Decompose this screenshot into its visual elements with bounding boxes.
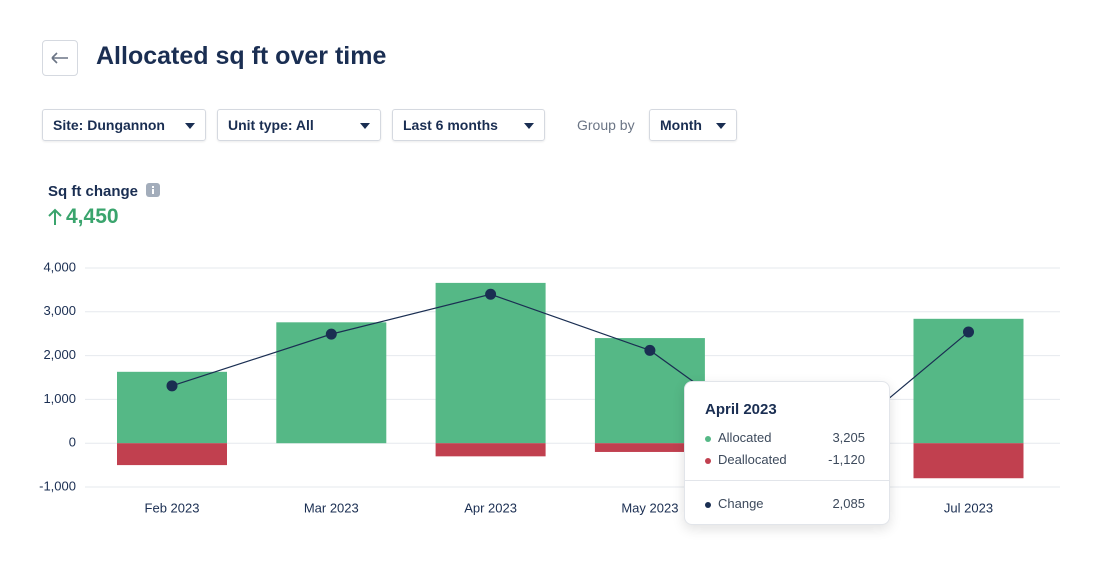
tooltip: April 2023 Allocated 3,205 Deallocated -1,… [684, 381, 890, 525]
x-tick-label: Feb 2023 [145, 500, 200, 515]
tooltip-separator [685, 480, 889, 481]
line-point [644, 344, 656, 356]
page-title: Allocated sq ft over time [96, 42, 387, 70]
tooltip-row: Change 2,085 [705, 496, 865, 511]
x-tick-label: May 2023 [621, 500, 678, 515]
period-filter-text: Last 6 months [403, 117, 498, 133]
tooltip-title: April 2023 [705, 401, 777, 418]
metric-value: 4,450 [48, 205, 119, 229]
tooltip-name: Allocated [705, 430, 771, 445]
back-button[interactable] [42, 40, 78, 76]
line-point [963, 326, 974, 338]
info-icon[interactable] [146, 183, 161, 197]
x-tick-label: Jul 2023 [944, 500, 993, 515]
period-filter[interactable]: Last 6 months [392, 109, 545, 141]
unit-type-filter-text: Unit type: All [228, 117, 314, 133]
x-tick-label: Apr 2023 [464, 500, 517, 515]
tooltip-value: 3,205 [832, 430, 865, 445]
tooltip-row: Allocated 3,205 [705, 430, 865, 445]
bar [117, 443, 227, 466]
metric-label-text: Sq ft change [48, 183, 139, 200]
site-filter[interactable]: Site: Dungannon [42, 109, 206, 141]
bar [276, 322, 387, 444]
metric-label: Sq ft change [48, 183, 161, 200]
y-tick-label: 1,000 [43, 391, 76, 406]
line-point [166, 380, 178, 392]
y-tick-label: 0 [69, 435, 76, 450]
tooltip-value: 2,085 [832, 496, 865, 511]
x-tick-label: Mar 2023 [304, 500, 359, 515]
bar [435, 443, 546, 457]
bar [594, 443, 705, 452]
group-by-filter[interactable]: Month [649, 109, 737, 141]
group-by-label: Group by [577, 117, 635, 133]
tooltip-name: Deallocated [705, 452, 787, 467]
line-point [485, 288, 497, 300]
up-arrow [48, 208, 62, 225]
unit-type-filter[interactable]: Unit type: All [217, 109, 381, 141]
bar [913, 318, 1024, 444]
site-filter-text: Site: Dungannon [53, 117, 165, 133]
tooltip-row: Deallocated -1,120 [705, 452, 865, 467]
group-by-text: Month [660, 117, 702, 133]
y-tick-label: -1,000 [39, 478, 76, 493]
bar [913, 443, 1024, 479]
y-tick-label: 4,000 [43, 259, 76, 274]
y-tick-label: 3,000 [43, 303, 76, 318]
bar [435, 282, 546, 444]
tooltip-name: Change [705, 496, 764, 511]
metric-value-text: 4,450 [66, 205, 119, 228]
line-point [325, 328, 337, 340]
tooltip-value: -1,120 [828, 452, 865, 467]
y-tick-label: 2,000 [43, 347, 76, 362]
back-icon [51, 52, 68, 64]
